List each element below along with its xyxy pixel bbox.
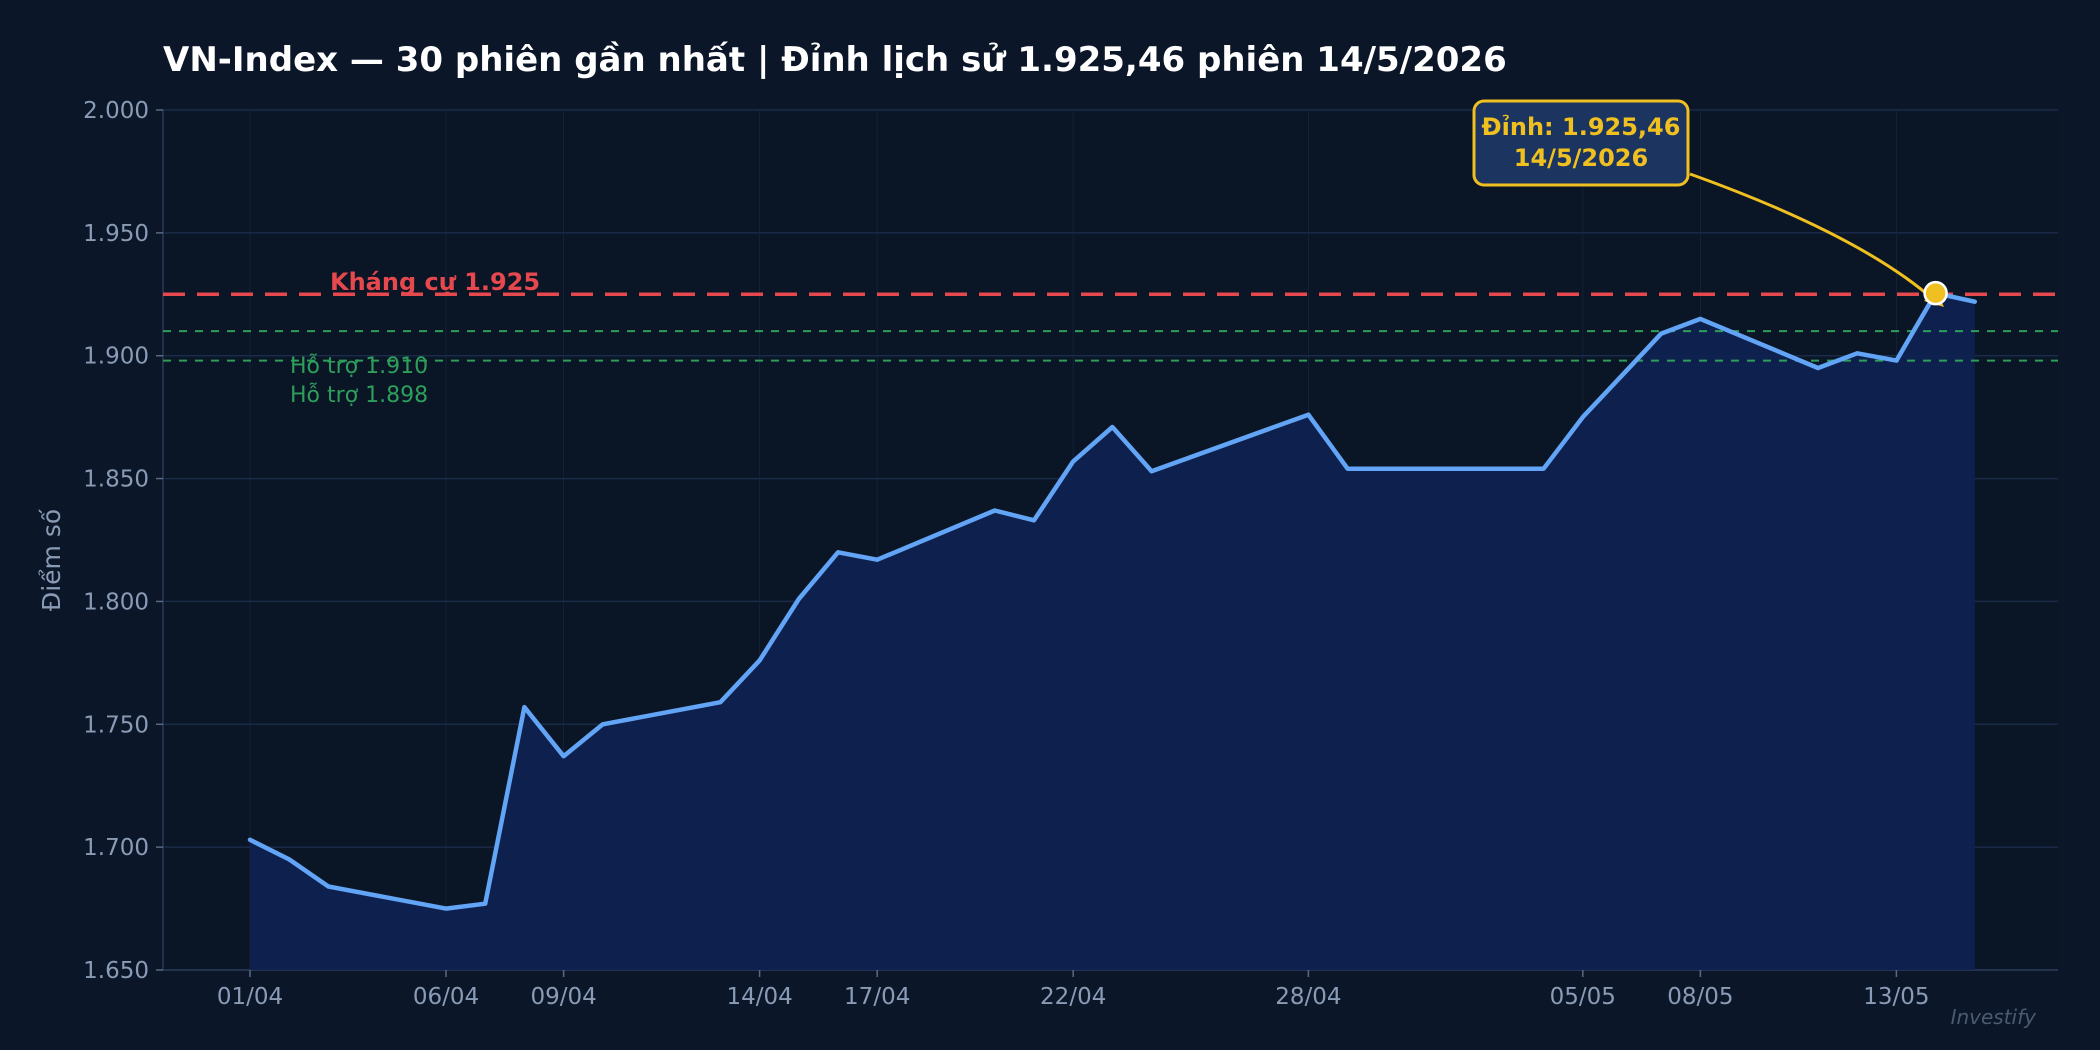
peak-arrow [1689, 172, 1935, 302]
peak-marker [1923, 280, 1948, 306]
y-tick-label: 2.000 [83, 98, 149, 124]
y-tick-label: 1.800 [83, 589, 149, 615]
peak-callout-date: 14/5/2026 [1514, 144, 1648, 172]
support-label-1898: Hỗ trợ 1.898 [290, 382, 428, 408]
resistance-label: Kháng cự 1.925 [330, 268, 540, 296]
series-line-layer [247, 290, 1978, 911]
peak-annotation: Đỉnh: 1.925,46 14/5/2026 [1472, 99, 1948, 307]
level-lines [163, 292, 2058, 362]
series-line [247, 290, 1978, 911]
x-tick-label: 28/04 [1275, 984, 1341, 1010]
area-fill-layer [250, 293, 1975, 970]
x-tick-label: 09/04 [530, 984, 596, 1010]
y-tick-label: 1.700 [83, 835, 149, 861]
watermark: Investify [1951, 1005, 2038, 1029]
x-tick-label: 08/05 [1667, 984, 1733, 1010]
chart-title: VN-Index — 30 phiên gần nhất | Đỉnh lịch… [163, 40, 1507, 80]
x-tick-label: 01/04 [217, 984, 283, 1010]
y-tick-label: 1.900 [83, 344, 149, 370]
x-tick-label: 14/04 [726, 984, 792, 1010]
peak-callout-value: Đỉnh: 1.925,46 [1482, 113, 1681, 141]
y-tick-label: 1.750 [83, 712, 149, 738]
support-label-1910: Hỗ trợ 1.910 [290, 353, 428, 379]
x-tick-label: 22/04 [1040, 984, 1106, 1010]
y-tick-label: 1.850 [83, 467, 149, 493]
peak-callout-box [1472, 99, 1690, 187]
x-tick-label: 17/04 [844, 984, 910, 1010]
x-tick-label: 05/05 [1550, 984, 1616, 1010]
y-axis-label: Điểm số [37, 508, 66, 611]
y-tick-label: 1.950 [83, 221, 149, 247]
series-area [250, 293, 1975, 970]
x-tick-labels: 01/04 06/04 09/04 14/04 17/04 22/04 28/04 05/05… [217, 970, 1930, 1010]
y-tick-labels: 1.650 1.700 1.750 1.800 1.850 1.900 1.950 2.000 [83, 98, 163, 984]
y-tick-label: 1.650 [83, 958, 149, 984]
x-tick-label: 06/04 [413, 984, 479, 1010]
x-tick-label: 13/05 [1863, 984, 1929, 1010]
